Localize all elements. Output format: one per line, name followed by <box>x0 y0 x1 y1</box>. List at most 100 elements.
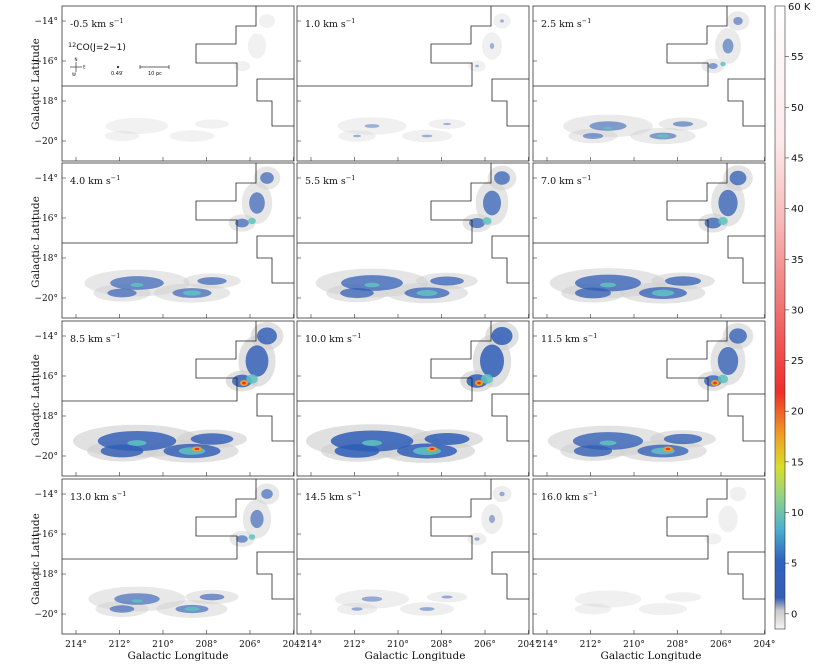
velocity-unit-exponent: −1 <box>346 17 356 25</box>
velocity-label: 1.0 km s−1 <box>305 17 355 30</box>
x-tick-label: 214° <box>536 640 558 650</box>
panel-frame <box>532 478 766 635</box>
emission-medium <box>491 327 513 345</box>
line-label: 12CO(J=2−1) <box>68 41 126 53</box>
survey-boundary <box>297 163 492 244</box>
emission-faint <box>105 118 169 134</box>
emission-medium <box>250 509 264 529</box>
survey-boundary <box>256 393 294 442</box>
emission-faint <box>574 603 612 615</box>
emission-peak <box>429 447 435 451</box>
emission-medium <box>489 514 495 524</box>
velocity-label: 4.0 km s−1 <box>70 174 120 187</box>
x-tick-label: 210° <box>152 640 174 650</box>
colorbar-tick-label: 40 <box>791 204 804 215</box>
survey-boundary <box>297 6 492 87</box>
emission-medium <box>483 190 501 216</box>
emission-medium <box>722 38 734 54</box>
emission-faint <box>481 504 503 534</box>
y-tick-label: −20° <box>35 137 59 147</box>
emission-bright <box>600 282 616 288</box>
emission-medium <box>665 276 701 286</box>
emission-faint <box>194 119 230 129</box>
emission-bright <box>127 440 147 446</box>
emission-medium <box>235 218 249 228</box>
velocity-label: 11.5 km s−1 <box>541 332 597 345</box>
survey-boundary <box>62 479 257 560</box>
velocity-label: 13.0 km s−1 <box>70 490 126 503</box>
emission-medium <box>100 444 144 458</box>
emission-bright <box>481 374 493 384</box>
velocity-unit-exponent: −1 <box>582 17 592 25</box>
emission-medium <box>573 445 613 457</box>
y-tick-label: −18° <box>35 412 59 422</box>
channel-panel: 2.5 km s−1 <box>532 5 766 162</box>
channel-panel: 4.0 km s−1 <box>61 162 295 319</box>
velocity-label: 8.5 km s−1 <box>70 332 120 345</box>
emission-faint <box>481 32 503 60</box>
panel-frame <box>296 5 530 162</box>
emission-medium <box>469 217 485 229</box>
emission-bright <box>182 290 202 296</box>
y-axis-label: Galactic Latitude <box>30 38 42 130</box>
emission-bright <box>413 447 441 455</box>
y-axis-label: Galactic Latitude <box>30 196 42 288</box>
emission-bright <box>651 289 675 297</box>
y-tick-label: −16° <box>35 372 59 382</box>
emission-medium <box>421 134 433 138</box>
velocity-value: 14.5 km s <box>305 492 352 503</box>
emission-medium <box>663 433 703 445</box>
emission-bright <box>364 282 380 288</box>
colorbar-tick-label: 5 <box>791 559 797 570</box>
emission-medium <box>582 132 604 140</box>
emission-faint <box>247 33 267 59</box>
emission-faint <box>104 130 140 142</box>
survey-boundary <box>533 321 728 402</box>
emission-faint <box>492 485 512 503</box>
x-axis-label: Galactic Longitude <box>365 650 466 662</box>
x-tick-label: 214° <box>65 640 87 650</box>
emission-medium <box>442 122 452 126</box>
emission-bright <box>248 217 256 225</box>
emission-bright <box>718 217 728 225</box>
colorbar-tick-label: 55 <box>791 52 804 63</box>
emission-medium <box>109 605 135 613</box>
x-tick-label: 212° <box>109 640 131 650</box>
velocity-label: 2.5 km s−1 <box>541 17 591 30</box>
y-tick-label: −20° <box>35 610 59 620</box>
survey-boundary <box>491 235 529 284</box>
emission-bright <box>482 217 492 225</box>
survey-boundary <box>491 551 529 600</box>
colorbar-tick-label: 35 <box>791 255 804 266</box>
velocity-value: 11.5 km s <box>541 334 588 345</box>
channel-panel: 8.5 km s−1 <box>61 320 295 477</box>
emission-faint <box>169 130 215 142</box>
x-axis-label: Galactic Longitude <box>601 650 702 662</box>
emission-medium <box>729 170 747 186</box>
x-tick-label: 212° <box>344 640 366 650</box>
emission-medium <box>704 217 722 229</box>
emission-medium <box>419 607 435 611</box>
x-tick-label: 210° <box>623 640 645 650</box>
survey-boundary <box>491 393 529 442</box>
colorbar-top-label: 60 K <box>788 2 811 13</box>
velocity-value: 16.0 km s <box>541 492 588 503</box>
panel-frame <box>61 5 295 162</box>
emission-faint <box>334 589 410 609</box>
emission-bright <box>362 440 382 446</box>
survey-boundary <box>256 235 294 284</box>
survey-boundary <box>727 551 765 600</box>
velocity-label: 16.0 km s−1 <box>541 490 597 503</box>
emission-medium <box>494 171 510 185</box>
velocity-label: 7.0 km s−1 <box>541 174 591 187</box>
velocity-unit-exponent: −1 <box>352 490 362 498</box>
compass-n: N <box>75 57 78 62</box>
emission-medium <box>199 593 225 601</box>
y-tick-label: −14° <box>35 17 59 27</box>
y-tick-label: −18° <box>35 254 59 264</box>
emission-faint <box>337 117 407 135</box>
velocity-unit-exponent: −1 <box>111 332 121 340</box>
colorbar-tick-label: 10 <box>791 508 804 519</box>
y-axis-label: Galactic Latitude <box>30 513 42 605</box>
